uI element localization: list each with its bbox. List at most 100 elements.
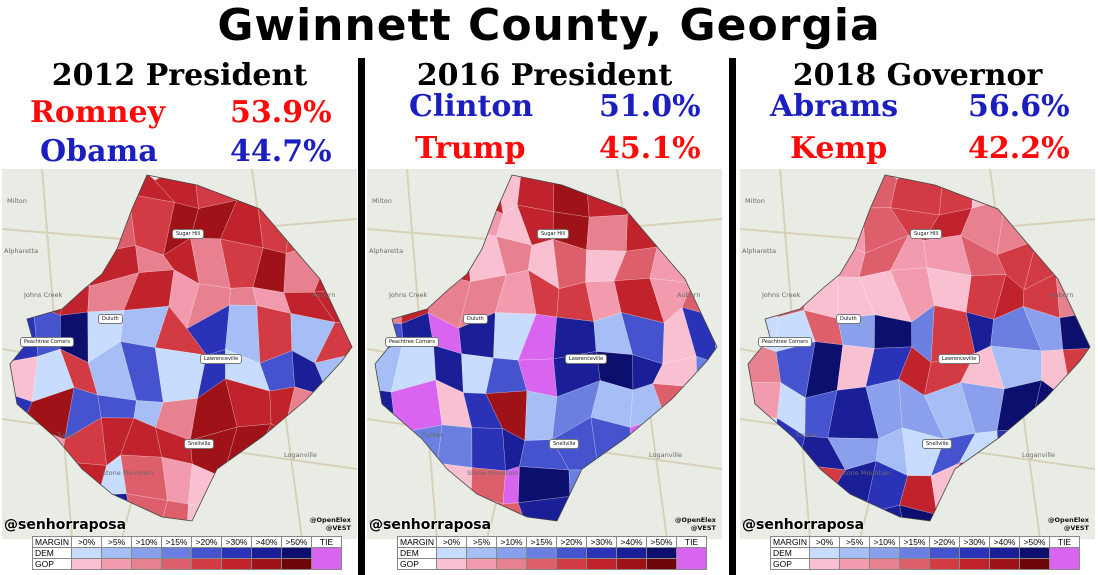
precinct-shape — [832, 207, 866, 254]
city-label-duluth: Duluth — [98, 314, 123, 324]
legend-bin-label: >20% — [929, 536, 960, 548]
place-label-decatur: Decatur — [369, 519, 395, 527]
place-label-auburn: Auburn — [677, 291, 701, 299]
place-label-milton: Milton — [7, 197, 27, 205]
precinct-shape — [313, 177, 351, 204]
precinct-shape — [691, 385, 717, 435]
precinct-shape — [89, 175, 135, 198]
legend-dem-swatch — [929, 547, 960, 559]
precinct-shape — [10, 423, 41, 462]
city-label-lawrenceville: Lawrenceville — [565, 354, 608, 364]
legend-tie-label: TIE — [676, 536, 707, 548]
precinct-shape — [656, 175, 688, 198]
city-label-peachtree-corners: Peachtree Corners — [20, 337, 74, 347]
candidate-pct: 44.7% — [230, 134, 332, 169]
precinct-shape — [10, 356, 39, 403]
precinct-shape — [687, 196, 717, 250]
city-label-lawrenceville: Lawrenceville — [938, 354, 981, 364]
precinct-shape — [793, 464, 846, 496]
precinct-shape — [10, 197, 36, 249]
precinct-shape — [317, 432, 352, 457]
precinct-shape — [460, 175, 504, 215]
city-label-peachtree-corners: Peachtree Corners — [758, 337, 812, 347]
city-label-snellville: Snellville — [184, 439, 215, 449]
legend-bin-label: >0% — [436, 536, 467, 548]
legend-bin-label: >30% — [221, 536, 252, 548]
precinct-shape — [248, 464, 299, 513]
precinct-shape — [627, 175, 663, 216]
legend-bin-label: >40% — [251, 536, 282, 548]
precinct-shape — [89, 193, 136, 252]
legend-gop-swatch — [101, 558, 132, 570]
place-label-milton: Milton — [745, 197, 765, 205]
legend-dem-swatch — [616, 547, 647, 559]
legend-gop-swatch — [959, 558, 990, 570]
city-label-snellville: Snellville — [922, 439, 953, 449]
precinct-shape — [229, 287, 258, 306]
legend-dem-swatch — [221, 547, 252, 559]
place-label-johns-creek: Johns Creek — [389, 291, 428, 299]
candidate-name: Obama — [40, 134, 158, 169]
legend-bin-label: >5% — [466, 536, 497, 548]
precinct-shape — [71, 175, 97, 210]
candidate-pct: 53.9% — [230, 95, 332, 130]
legend-bin-label: >20% — [191, 536, 222, 548]
precinct-shape — [692, 245, 717, 289]
legend-dem-swatch — [556, 547, 587, 559]
legend-bin-label: >30% — [959, 536, 990, 548]
precinct-shape — [586, 214, 628, 252]
margin-legend: MARGIN >0% >5% >10% >15% >20% >30% >40% >50% TIE D… — [397, 536, 707, 570]
precinct-shape — [313, 453, 352, 507]
precinct-shape — [10, 303, 39, 365]
candidate-name: Trump — [415, 131, 526, 166]
precinct-shape — [621, 490, 658, 521]
precinct-shape — [71, 197, 108, 255]
city-label-sugar-hill: Sugar Hill — [172, 229, 205, 239]
legend-gop-swatch — [929, 558, 960, 570]
precinct-shape — [971, 175, 1006, 209]
precinct-shape — [399, 175, 430, 219]
legend-gop-swatch — [839, 558, 870, 570]
legend-tie-swatch — [1049, 547, 1080, 570]
legend-gop-label: GOP — [397, 558, 437, 570]
precinct-shape — [621, 471, 662, 507]
precinct-shape — [375, 239, 402, 280]
legend-bin-label: >40% — [989, 536, 1020, 548]
precinct-shape — [772, 464, 799, 513]
credit-source: @OpenElex — [675, 516, 716, 524]
legend-bin-label: >0% — [809, 536, 840, 548]
legend-gop-swatch — [556, 558, 587, 570]
precinct-shape — [899, 504, 938, 521]
margin-legend: MARGIN >0% >5% >10% >15% >20% >30% >40% >50% TIE D… — [32, 536, 342, 570]
panel-2018: 2018 Governor Abrams 56.6% Kemp 42.2% Mi… — [740, 54, 1095, 575]
candidate-name: Romney — [30, 95, 166, 130]
legend-gop-swatch — [251, 558, 282, 570]
legend-dem-swatch — [899, 547, 930, 559]
legend-gop-swatch — [221, 558, 252, 570]
place-label-stone-mountain: Stone Mountain — [840, 469, 892, 477]
precinct-shape — [795, 175, 841, 217]
precinct-shape — [287, 175, 323, 214]
legend-gop-label: GOP — [32, 558, 72, 570]
precinct-shape — [460, 193, 504, 237]
precinct-map-svg — [2, 169, 357, 539]
legend-dem-swatch — [161, 547, 192, 559]
legend-gop-swatch — [899, 558, 930, 570]
precinct-shape — [748, 197, 773, 254]
place-label-stone-mountain: Stone Mountain — [467, 469, 519, 477]
city-label-sugar-hill: Sugar Hill — [910, 229, 943, 239]
precinct-shape — [996, 199, 1037, 255]
credit-source: @VEST — [325, 524, 351, 532]
precinct-shape — [584, 490, 632, 521]
credit-sources: @OpenElex @VEST — [675, 516, 716, 532]
city-label-duluth: Duluth — [463, 314, 488, 324]
precinct-shape — [801, 235, 838, 278]
precinct-shape — [517, 175, 554, 213]
legend-dem-swatch — [989, 547, 1020, 559]
legend-dem-swatch — [809, 547, 840, 559]
precinct-shape — [524, 390, 558, 441]
legend-gop-swatch — [436, 558, 467, 570]
precinct-map: Milton Alpharetta Johns Creek Auburn Tucker L… — [740, 169, 1095, 539]
margin-legend: MARGIN >0% >5% >10% >15% >20% >30% >40% >50% TIE D… — [770, 536, 1080, 570]
precinct-shape — [958, 454, 1000, 507]
